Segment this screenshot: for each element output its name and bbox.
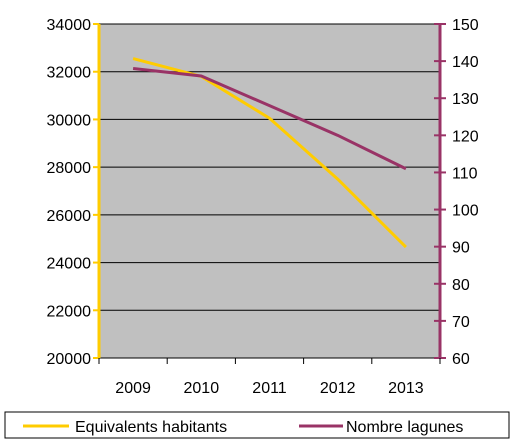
x-tick-label: 2010 [184,380,220,397]
right-y-axis: 60 70 80 90 100 110 120 130 140 150 [434,17,479,368]
legend: Equivalents habitants Nombre lagunes [4,411,510,439]
x-tick-label: 2011 [252,380,287,397]
right-tick-label: 140 [452,54,479,71]
x-tick-label: 2013 [388,380,424,397]
left-tick-label: 20000 [47,351,92,368]
series-layer [132,57,407,249]
x-tick-label: 2009 [115,380,151,397]
x-axis: 2009 2010 2011 2012 2013 [98,358,441,397]
right-tick-label: 100 [452,203,479,220]
left-tick-label: 30000 [47,112,92,129]
left-tick-label: 22000 [47,303,92,320]
right-tick-label: 150 [452,17,479,34]
left-tick-label: 28000 [47,160,92,177]
left-tick-label: 32000 [47,65,92,82]
right-tick-label: 70 [452,314,470,331]
series-line-nombre-lagunes [132,67,407,171]
right-tick-label: 110 [452,165,478,182]
plot-area [99,24,440,358]
right-tick-label: 80 [452,277,470,294]
legend-box [4,411,510,439]
right-tick-label: 60 [452,351,470,368]
legend-label-nombre-lagunes: Nombre lagunes [346,419,463,436]
left-tick-label: 24000 [47,256,92,273]
legend-label-equivalents-habitants: Equivalents habitants [75,419,227,436]
right-tick-label: 120 [452,128,479,145]
left-tick-label: 26000 [47,208,92,225]
right-tick-label: 130 [452,91,479,108]
left-y-axis: 20000 22000 24000 26000 28000 30000 32000 34000 [47,17,101,368]
right-tick-label: 90 [452,240,470,257]
x-tick-label: 2012 [320,380,356,397]
series-line-equivalents-habitants [132,57,407,249]
left-tick-label: 34000 [47,17,92,34]
